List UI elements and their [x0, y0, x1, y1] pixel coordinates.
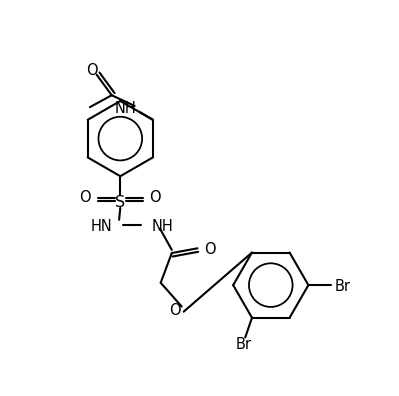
Text: Br: Br	[235, 337, 251, 352]
Text: O: O	[86, 63, 97, 78]
Text: O: O	[169, 303, 180, 318]
Text: NH: NH	[115, 101, 136, 116]
Text: O: O	[79, 190, 91, 205]
Text: HN: HN	[91, 219, 113, 234]
Text: NH: NH	[152, 219, 174, 234]
Text: O: O	[204, 242, 216, 257]
Text: O: O	[150, 190, 161, 205]
Text: S: S	[115, 195, 125, 210]
Text: Br: Br	[335, 279, 351, 294]
